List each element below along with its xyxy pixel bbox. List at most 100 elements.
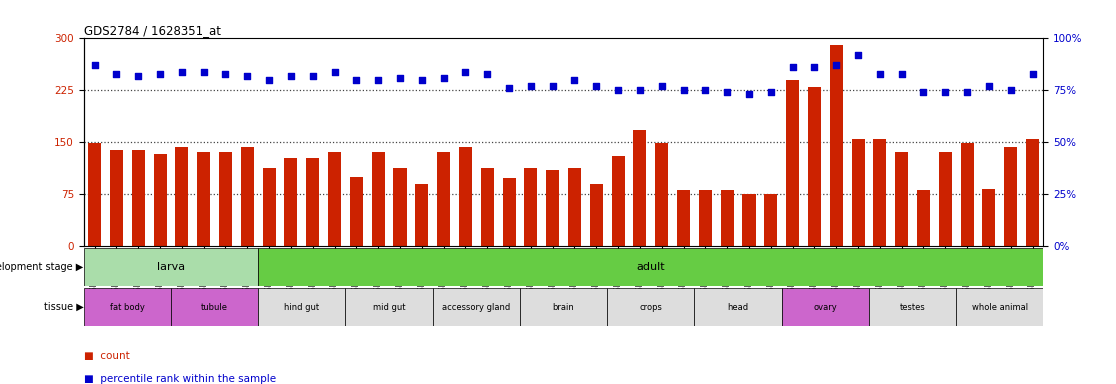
Point	[151, 71, 169, 77]
Bar	[874, 139, 886, 246]
Bar	[568, 168, 581, 246]
Bar	[742, 194, 756, 246]
Bar	[917, 190, 930, 246]
Text: whole animal: whole animal	[972, 303, 1028, 312]
Point	[936, 89, 954, 95]
Bar	[829, 45, 843, 246]
Point	[653, 83, 671, 89]
Text: GDS2784 / 1628351_at: GDS2784 / 1628351_at	[84, 24, 221, 37]
Point	[500, 85, 518, 91]
Point	[566, 77, 584, 83]
Point	[282, 73, 300, 79]
Point	[347, 77, 365, 83]
Bar	[132, 151, 145, 246]
Point	[849, 52, 867, 58]
Bar	[607, 288, 694, 326]
Bar	[437, 152, 450, 246]
Bar	[346, 288, 433, 326]
Point	[915, 89, 933, 95]
Text: hind gut: hind gut	[285, 303, 319, 312]
Bar	[699, 190, 712, 246]
Bar	[808, 87, 821, 246]
Bar	[852, 139, 865, 246]
Bar	[869, 288, 956, 326]
Bar	[175, 147, 189, 246]
Bar	[84, 288, 171, 326]
Bar	[154, 154, 166, 246]
Point	[587, 83, 605, 89]
Bar	[241, 147, 253, 246]
Bar	[328, 152, 341, 246]
Text: tissue ▶: tissue ▶	[44, 302, 84, 312]
Bar	[415, 184, 429, 246]
Text: ■  percentile rank within the sample: ■ percentile rank within the sample	[84, 374, 276, 384]
Bar	[1026, 139, 1039, 246]
Bar	[171, 288, 258, 326]
Point	[435, 75, 453, 81]
Bar	[520, 288, 607, 326]
Text: fat body: fat body	[109, 303, 145, 312]
Bar	[394, 168, 406, 246]
Text: crops: crops	[639, 303, 662, 312]
Text: development stage ▶: development stage ▶	[0, 262, 84, 272]
Bar	[982, 189, 995, 246]
Point	[304, 73, 321, 79]
Point	[86, 62, 104, 68]
Point	[413, 77, 431, 83]
Point	[543, 83, 561, 89]
Bar	[956, 288, 1043, 326]
Bar	[306, 158, 319, 246]
Text: head: head	[728, 303, 749, 312]
Text: brain: brain	[552, 303, 575, 312]
Bar	[481, 168, 493, 246]
Text: accessory gland: accessory gland	[442, 303, 510, 312]
Bar	[258, 288, 346, 326]
Bar	[84, 248, 258, 286]
Bar	[677, 190, 690, 246]
Text: larva: larva	[157, 262, 185, 272]
Point	[479, 71, 497, 77]
Bar	[546, 170, 559, 246]
Point	[391, 75, 408, 81]
Bar	[1004, 147, 1018, 246]
Point	[173, 68, 191, 74]
Bar	[721, 190, 733, 246]
Bar	[502, 178, 516, 246]
Text: ■  count: ■ count	[84, 351, 129, 361]
Bar	[433, 288, 520, 326]
Bar	[589, 184, 603, 246]
Bar	[372, 152, 385, 246]
Bar	[634, 130, 646, 246]
Point	[631, 87, 648, 93]
Bar	[895, 152, 908, 246]
Point	[870, 71, 888, 77]
Point	[980, 83, 998, 89]
Point	[369, 77, 387, 83]
Bar	[939, 152, 952, 246]
Point	[522, 83, 540, 89]
Bar	[786, 80, 799, 246]
Point	[959, 89, 976, 95]
Point	[719, 89, 737, 95]
Bar	[109, 151, 123, 246]
Point	[1002, 87, 1020, 93]
Bar	[961, 144, 973, 246]
Point	[1023, 71, 1041, 77]
Text: tubule: tubule	[201, 303, 228, 312]
Point	[129, 73, 147, 79]
Point	[893, 71, 911, 77]
Bar	[198, 152, 210, 246]
Text: ovary: ovary	[814, 303, 837, 312]
Point	[239, 73, 257, 79]
Point	[740, 91, 758, 98]
Bar	[764, 194, 778, 246]
Text: mid gut: mid gut	[373, 303, 405, 312]
Bar	[285, 158, 298, 246]
Point	[260, 77, 278, 83]
Point	[217, 71, 234, 77]
Bar	[459, 147, 472, 246]
Text: testes: testes	[899, 303, 925, 312]
Point	[762, 89, 780, 95]
Bar	[262, 168, 276, 246]
Text: adult: adult	[636, 262, 665, 272]
